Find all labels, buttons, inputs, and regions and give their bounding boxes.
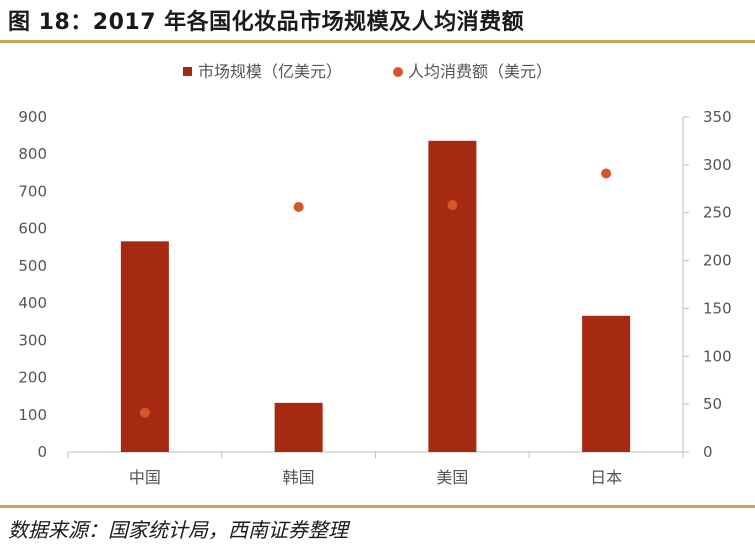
y-left-tick-label: 200 bbox=[18, 369, 47, 387]
scatter-point bbox=[601, 168, 612, 179]
legend-dot-label: 人均消费额（美元） bbox=[408, 62, 552, 81]
y-right-tick-label: 200 bbox=[703, 252, 732, 270]
axes: 0 100 200 300 400 500 600 700 800 900 0 50 100 150 200… bbox=[18, 108, 731, 487]
y-left-tick-label: 400 bbox=[18, 294, 47, 312]
y-left-tick-label: 900 bbox=[18, 108, 47, 126]
x-category-label: 中国 bbox=[129, 468, 161, 487]
x-category-label: 美国 bbox=[436, 468, 468, 487]
y-left-tick-label: 600 bbox=[18, 220, 47, 238]
scatter-series bbox=[139, 168, 612, 418]
legend: 市场规模（亿美元） 人均消费额（美元） bbox=[183, 62, 552, 81]
bar bbox=[582, 315, 631, 452]
y-right-tick-label: 0 bbox=[703, 443, 713, 461]
y-right-tick-label: 350 bbox=[703, 108, 732, 126]
scatter-point bbox=[293, 201, 304, 212]
legend-bar-label: 市场规模（亿美元） bbox=[198, 62, 342, 81]
x-category-label: 日本 bbox=[590, 468, 622, 487]
y-right-tick-label: 50 bbox=[703, 395, 722, 413]
scatter-point bbox=[139, 407, 150, 418]
chart-title: 图 18：2017 年各国化妆品市场规模及人均消费额 bbox=[8, 10, 525, 35]
y-right-tick-label: 100 bbox=[703, 347, 732, 365]
y-right-tick-label: 250 bbox=[703, 204, 732, 222]
legend-bar-swatch bbox=[183, 67, 192, 76]
legend-dot-swatch bbox=[393, 67, 403, 77]
bar bbox=[274, 402, 323, 452]
bar-series bbox=[120, 140, 631, 453]
y-left-tick-label: 300 bbox=[18, 331, 47, 349]
y-left-tick-label: 800 bbox=[18, 145, 47, 163]
y-left-tick-label: 100 bbox=[18, 406, 47, 424]
y-left-tick-label: 500 bbox=[18, 257, 47, 275]
scatter-point bbox=[447, 200, 458, 211]
source-note: 数据来源：国家统计局，西南证券整理 bbox=[8, 518, 348, 542]
x-category-label: 韩国 bbox=[283, 468, 315, 487]
y-left-tick-label: 700 bbox=[18, 182, 47, 200]
y-right-tick-label: 150 bbox=[703, 299, 732, 317]
bar bbox=[428, 140, 477, 453]
bar bbox=[120, 241, 169, 452]
y-right-tick-label: 300 bbox=[703, 156, 732, 174]
y-left-tick-label: 0 bbox=[37, 443, 47, 461]
title-divider bbox=[0, 40, 755, 43]
footer-divider bbox=[0, 505, 755, 508]
